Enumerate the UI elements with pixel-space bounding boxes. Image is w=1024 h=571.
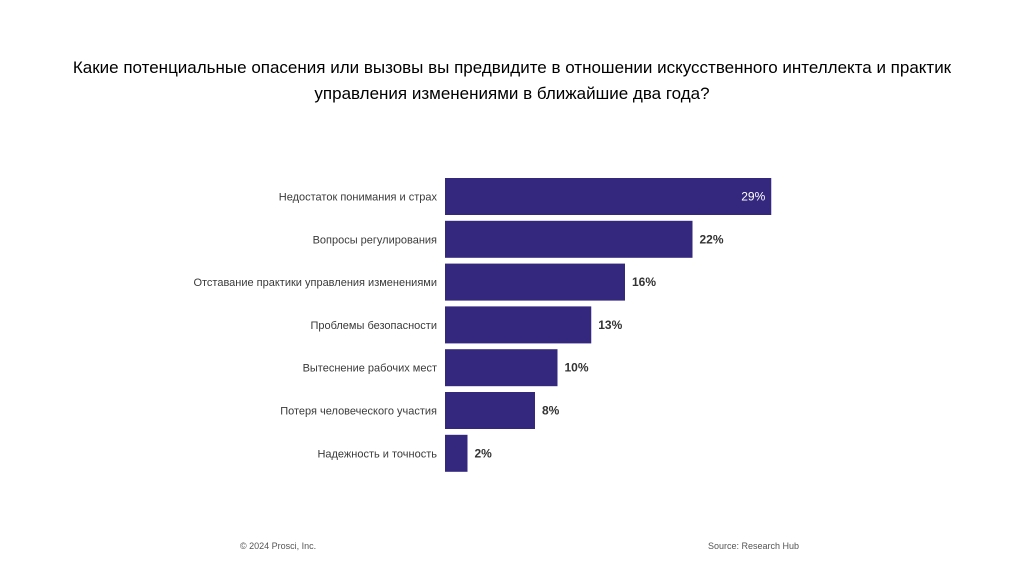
copyright-text: © 2024 Prosci, Inc. bbox=[240, 541, 317, 551]
data-label-6: 8% bbox=[542, 404, 560, 418]
bar-3 bbox=[445, 263, 625, 301]
chart-title-line-2: управления изменениями в ближайшие два г… bbox=[314, 84, 710, 103]
category-label-2: Вопросы регулирования bbox=[313, 234, 437, 246]
chart-title: Какие потенциальные опасения или вызовы … bbox=[40, 55, 984, 107]
bar-6 bbox=[445, 392, 535, 429]
data-label-4: 13% bbox=[598, 318, 622, 332]
category-label-7: Надежность и точность bbox=[317, 448, 437, 460]
category-label-4: Проблемы безопасности bbox=[310, 320, 437, 332]
bar-1 bbox=[445, 178, 772, 215]
bar-2 bbox=[445, 220, 693, 258]
bar-4 bbox=[445, 306, 592, 344]
data-label-1: 29% bbox=[741, 190, 765, 204]
data-label-7: 2% bbox=[475, 446, 493, 460]
bar-7 bbox=[445, 434, 468, 472]
category-label-6: Потеря человеческого участия bbox=[280, 406, 437, 418]
category-label-3: Отставание практики управления изменения… bbox=[193, 277, 437, 289]
source-text: Source: Research Hub bbox=[708, 541, 800, 551]
bar-5 bbox=[445, 349, 558, 387]
category-label-1: Недостаток понимания и страх bbox=[279, 192, 438, 204]
data-label-2: 22% bbox=[700, 232, 724, 246]
category-label-5: Вытеснение рабочих мест bbox=[303, 363, 437, 375]
data-label-5: 10% bbox=[565, 361, 589, 375]
data-label-3: 16% bbox=[632, 275, 656, 289]
chart-title-line-1: Какие потенциальные опасения или вызовы … bbox=[72, 58, 952, 77]
